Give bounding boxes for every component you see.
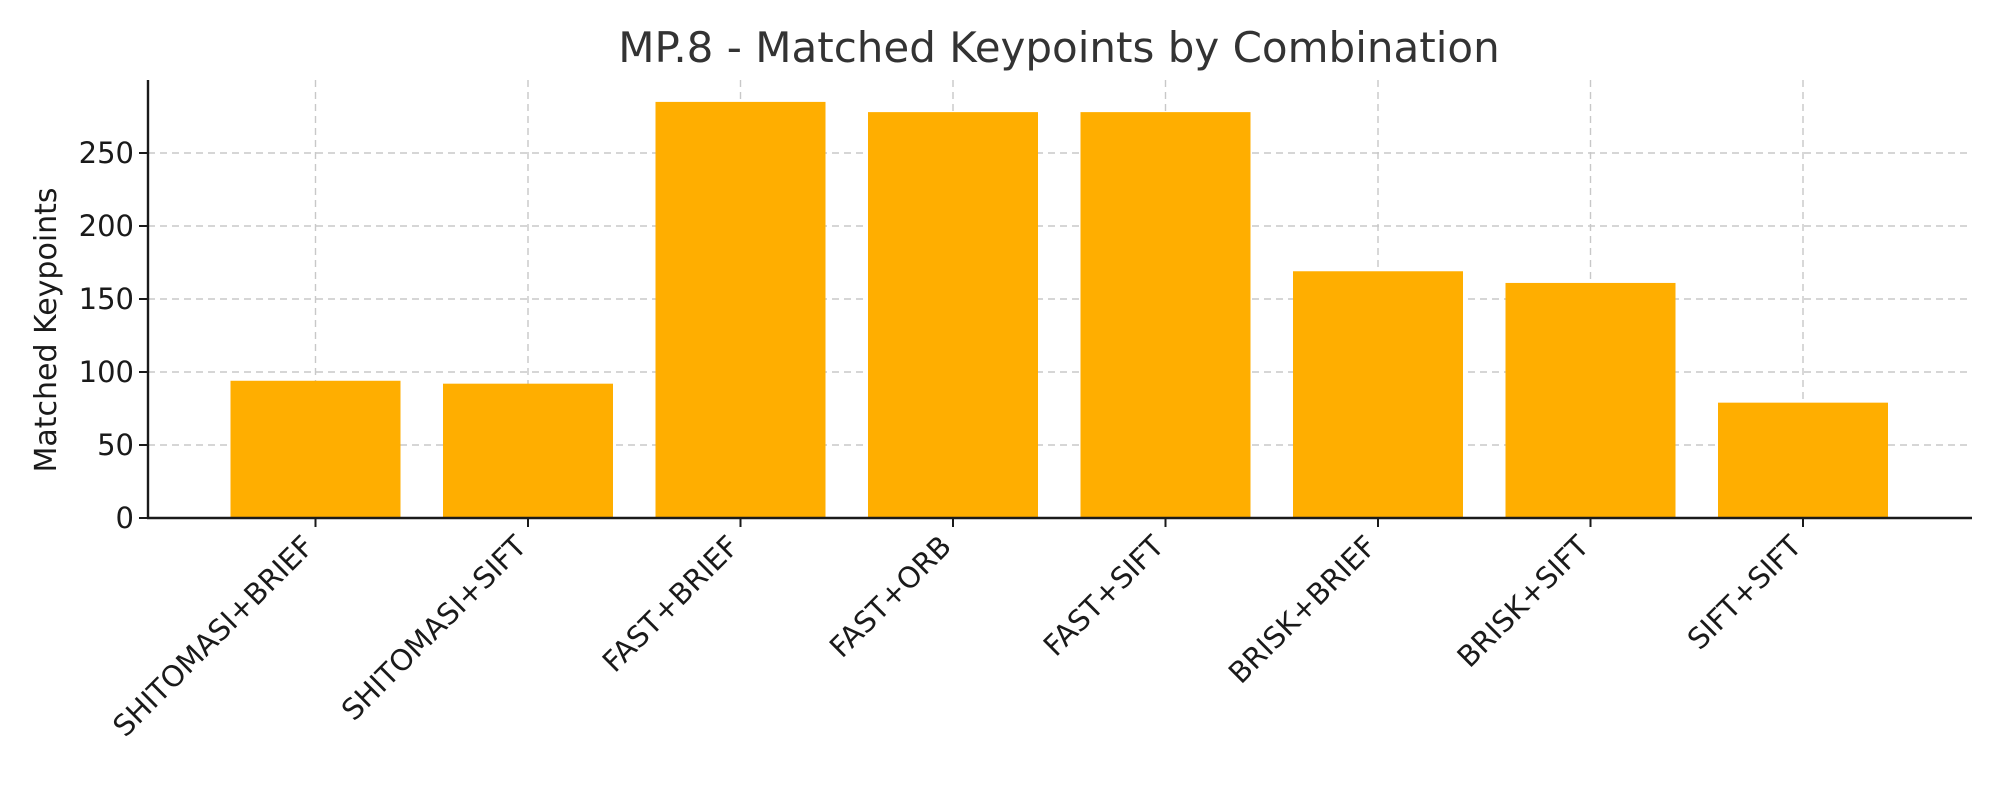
x-axis-ticks: SHITOMASI+BRIEF SHITOMASI+SIFT FAST+BRIEF F… xyxy=(106,518,1808,743)
y-axis-ticks: 0 50 100 150 200 250 xyxy=(79,136,148,535)
bars xyxy=(230,101,1888,519)
y-axis-label: Matched Keypoints xyxy=(29,187,64,472)
x-tick-label: SHITOMASI+BRIEF xyxy=(106,529,320,743)
y-tick-label: 0 xyxy=(116,501,134,535)
x-tick-label: FAST+BRIEF xyxy=(596,529,746,679)
bar xyxy=(868,112,1038,519)
bar xyxy=(230,380,401,518)
y-tick-label: 50 xyxy=(97,428,134,462)
bar xyxy=(1718,402,1888,518)
bar xyxy=(655,101,826,519)
chart-title: MP.8 - Matched Keypoints by Combination xyxy=(618,23,1499,72)
grid-lines xyxy=(148,80,1972,518)
y-tick-label: 100 xyxy=(79,355,134,389)
x-tick-label: FAST+ORB xyxy=(823,529,958,664)
x-tick-label: BRISK+BRIEF xyxy=(1222,529,1383,690)
y-tick-label: 200 xyxy=(79,209,134,243)
y-tick-label: 150 xyxy=(79,282,134,316)
y-tick-label: 250 xyxy=(79,136,134,170)
x-tick-label: FAST+SIFT xyxy=(1037,529,1171,663)
x-tick-label: BRISK+SIFT xyxy=(1450,529,1595,674)
x-tick-label: SHITOMASI+SIFT xyxy=(335,529,533,727)
bar xyxy=(443,383,613,518)
bar xyxy=(1505,282,1676,518)
x-tick-label: SIFT+SIFT xyxy=(1681,529,1808,656)
bar xyxy=(1080,112,1251,519)
bar xyxy=(1293,271,1463,518)
